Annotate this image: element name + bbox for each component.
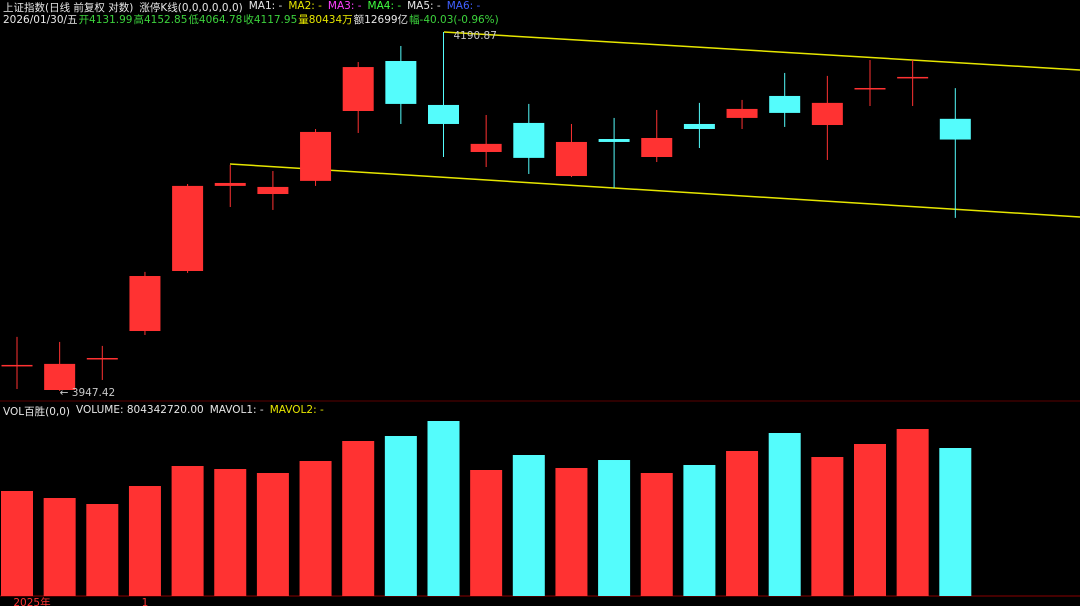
trend-line-upper <box>443 31 1080 71</box>
volume-bar <box>896 429 929 596</box>
ma-label: MA4: - <box>367 0 402 12</box>
candle-body <box>342 67 374 111</box>
candle-body <box>129 276 161 332</box>
volume-bar <box>43 498 76 596</box>
candle-body <box>811 102 843 126</box>
volume-bar <box>427 421 460 596</box>
quote: 低4064.78 <box>188 14 243 26</box>
volume-bar <box>512 455 545 596</box>
indicator[interactable]: 涨停K线(0,0,0,0,0,0) <box>139 2 243 14</box>
volume-bar <box>683 464 716 596</box>
volume-header: VOL百胜(0,0) VOLUME: 804342720.00 MAVOL1: … <box>3 404 324 419</box>
volume-label: MAVOL1: - <box>209 404 264 416</box>
header-row: 上证指数(日线 前复权 对数) 涨停K线(0,0,0,0,0,0) MA1: -… <box>3 0 480 15</box>
volume-bar <box>384 435 417 596</box>
ma-label: MA3: - <box>327 0 362 12</box>
quote: 幅-40.03(-0.96%) <box>409 14 499 26</box>
candle-body <box>44 363 76 390</box>
volume-bar <box>768 432 801 596</box>
trend-line-lower <box>229 163 1080 218</box>
volume-bar <box>256 472 289 596</box>
candle-body <box>470 143 502 152</box>
volume-bar <box>1 490 33 596</box>
candle-body <box>726 108 758 118</box>
quote: 额12699亿 <box>353 14 409 26</box>
candle-body <box>769 95 801 113</box>
quote: 高4152.85 <box>133 14 188 26</box>
candle-body <box>428 104 459 124</box>
date: 2026/01/30/五 <box>3 14 78 26</box>
candle-body <box>598 139 630 142</box>
volume-title: VOL百胜(0,0) <box>3 406 71 418</box>
ma-label: MA1: - <box>248 0 283 12</box>
volume-bar <box>598 460 631 596</box>
x-tick-label: 2025年 <box>13 596 50 606</box>
quote-row: 2026/01/30/五 开4131.99 高4152.85 低4064.78 … <box>3 12 499 27</box>
x-tick-label: 1 <box>142 597 149 606</box>
candle-body <box>513 122 545 158</box>
candle-body <box>214 182 246 186</box>
volume-bar <box>811 457 844 596</box>
quote: 开4131.99 <box>78 14 133 26</box>
candle-body <box>854 87 886 90</box>
candle-body <box>300 131 332 181</box>
candle-body <box>641 137 673 158</box>
volume-bar <box>470 469 503 596</box>
candle-body <box>555 141 587 177</box>
volume-bar <box>299 461 332 596</box>
candle-body <box>257 186 289 195</box>
ma-label: MA5: - <box>407 0 441 12</box>
volume-bar <box>342 441 375 596</box>
candle-body <box>897 76 929 79</box>
volume-bar <box>640 472 673 596</box>
volume-bar <box>214 469 247 596</box>
candle-body <box>1 364 33 367</box>
volume-bar <box>86 504 119 596</box>
volume-bar <box>128 486 161 596</box>
annotation: ← 3947.42 <box>60 387 116 399</box>
candle-body <box>172 185 204 271</box>
volume-bar <box>555 467 588 596</box>
ma-label: MA2: - <box>288 0 322 12</box>
candle-body <box>939 118 971 140</box>
candle-body <box>385 61 417 104</box>
candle-body <box>683 123 715 129</box>
annotation: 4190.87 <box>454 30 497 42</box>
title: 上证指数(日线 前复权 对数) <box>3 2 134 14</box>
volume-bar <box>171 466 204 596</box>
candle-body <box>86 357 118 360</box>
volume-label: VOLUME: 804342720.00 <box>76 404 204 416</box>
volume-bar <box>854 443 886 596</box>
ma-label: MA6: - <box>446 0 481 12</box>
volume-label: MAVOL2: - <box>269 404 324 416</box>
volume-bar <box>726 450 759 596</box>
quote: 量80434万 <box>298 14 353 26</box>
quote: 收4117.95 <box>243 14 298 26</box>
volume-bar <box>939 448 972 596</box>
